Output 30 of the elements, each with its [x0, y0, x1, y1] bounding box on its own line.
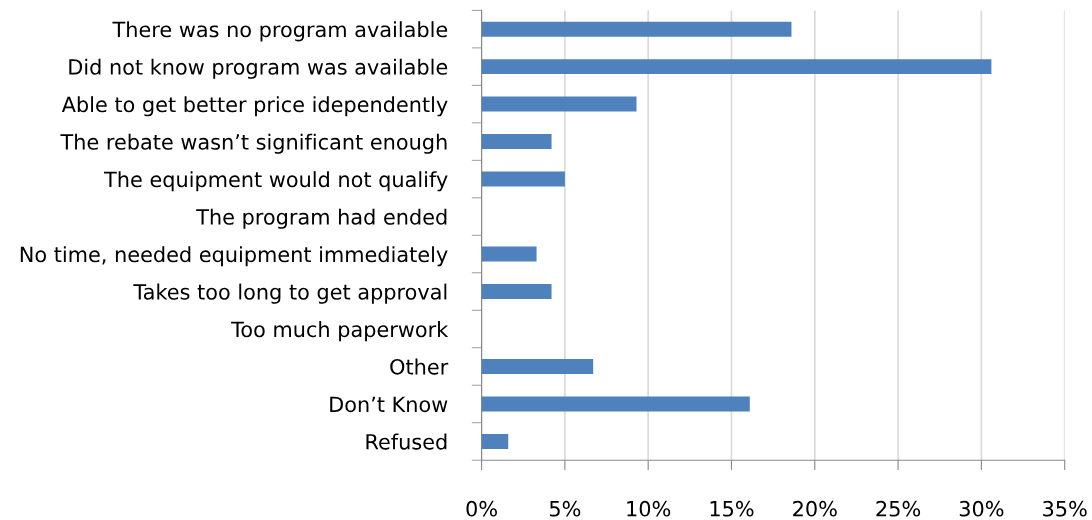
bar [481, 21, 792, 37]
bar [481, 96, 637, 112]
y-tick-label: There was no program available [112, 21, 448, 42]
y-tick-label: Takes too long to get approval [133, 283, 447, 304]
bar [481, 59, 992, 75]
x-tick-label: 25% [876, 500, 921, 517]
bar [481, 246, 537, 262]
x-tick-label: 20% [793, 500, 837, 517]
y-tick-label: Able to get better price idependently [61, 96, 448, 117]
y-tick-label: The rebate wasn’t significant enough [60, 133, 447, 154]
x-tick-label: 15% [710, 500, 754, 517]
bar [481, 433, 509, 449]
x-tick-label: 0% [466, 500, 497, 517]
bar [481, 284, 552, 300]
bar [481, 396, 750, 412]
bar [481, 134, 552, 150]
y-tick-label: Don’t Know [330, 396, 448, 413]
y-tick-label: Other [390, 358, 449, 375]
y-tick-label: No time, needed equipment immediately [20, 246, 448, 267]
x-tick-label: 30% [959, 500, 1004, 517]
x-tick-label: 5% [549, 500, 581, 517]
bar [481, 171, 565, 187]
bar [481, 359, 594, 374]
x-tick-label: 35% [1043, 500, 1087, 517]
y-tick-label: The equipment would not qualify [104, 171, 448, 192]
x-tick-label: 10% [627, 500, 671, 517]
y-tick-label: Too much paperwork [231, 321, 449, 342]
y-tick-label: Did not know program was available [69, 58, 448, 79]
y-tick-label: Refused [366, 433, 447, 450]
y-tick-label: The program had ended [196, 208, 447, 229]
